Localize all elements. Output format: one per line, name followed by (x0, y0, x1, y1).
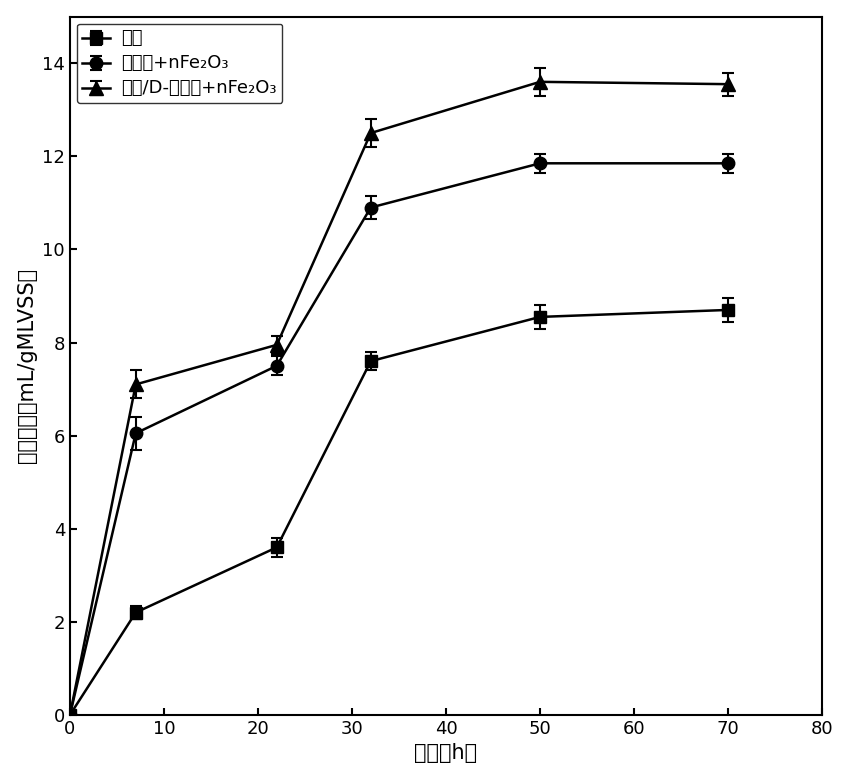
Y-axis label: 产甲烷量（mL/gMLVSS）: 产甲烷量（mL/gMLVSS） (17, 268, 37, 463)
X-axis label: 时间（h）: 时间（h） (415, 743, 478, 764)
Legend: 空白, 未解离+nFe₂O₃, 双胺/D-酪氨酸+nFe₂O₃: 空白, 未解离+nFe₂O₃, 双胺/D-酪氨酸+nFe₂O₃ (76, 23, 282, 103)
